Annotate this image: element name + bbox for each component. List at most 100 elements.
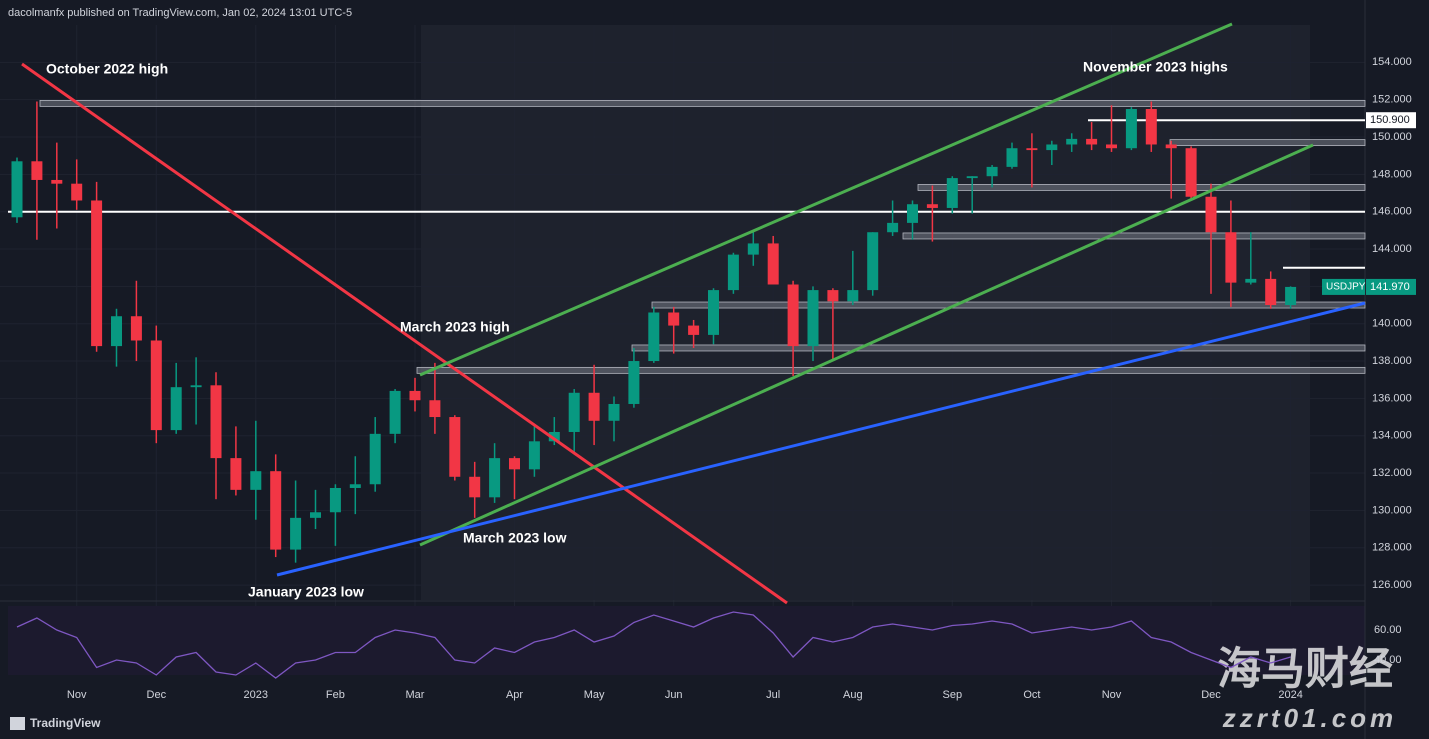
price-tag-label: 141.970 (1370, 281, 1410, 293)
candle-body (190, 385, 202, 388)
x-tick-label: Jul (766, 689, 780, 701)
symbol-tag (1322, 278, 1365, 295)
x-tick-label: Dec (1201, 689, 1221, 701)
candle-body (31, 161, 43, 180)
candle-body (449, 417, 461, 477)
candle-body (230, 458, 242, 490)
y-tick-label: 146.000 (1372, 206, 1412, 218)
candle-body (1165, 144, 1177, 149)
brand-logo (10, 717, 25, 730)
level-band (1169, 139, 1366, 147)
x-tick-label: Feb (326, 689, 345, 701)
candles (11, 101, 1297, 563)
candle-body (349, 484, 361, 488)
annotation: November 2023 highs (1083, 59, 1228, 75)
candle-body (867, 232, 879, 291)
y-tick-label: 148.000 (1372, 168, 1412, 180)
candle-body (130, 316, 142, 341)
y-tick-label: 134.000 (1372, 430, 1412, 442)
brand[interactable]: TradingView (30, 716, 101, 730)
candle-body (1145, 109, 1157, 145)
candle-body (1245, 278, 1257, 283)
y-tick-label: 60.00 (1374, 624, 1402, 636)
x-tick-label: Sep (943, 689, 963, 701)
x-tick-label: Aug (843, 689, 863, 701)
candle-body (727, 254, 739, 291)
candle-body (608, 403, 620, 421)
y-tick-label: 136.000 (1372, 392, 1412, 404)
candle-body (369, 433, 381, 485)
support-line (276, 301, 1366, 577)
candle-body (807, 290, 819, 347)
candle-body (11, 161, 23, 218)
candle-body (1285, 286, 1297, 306)
candle-body (509, 458, 520, 470)
candle-body (210, 385, 222, 459)
y-tick-label: 126.000 (1372, 579, 1412, 591)
x-tick-label: 2023 (244, 689, 268, 701)
candle-body (469, 476, 481, 498)
candle-body (946, 178, 958, 208)
candle-body (847, 290, 859, 302)
candle-body (150, 340, 162, 431)
annotation: March 2023 high (400, 319, 510, 335)
price-tag (1366, 278, 1416, 295)
candle-body (787, 284, 799, 347)
y-tick-label: 144.000 (1372, 243, 1412, 255)
annotation: October 2022 high (46, 61, 168, 77)
y-tick-label: 138.000 (1372, 355, 1412, 367)
candle-body (71, 183, 83, 201)
candle-body (767, 243, 779, 285)
price-tag (1366, 112, 1416, 129)
annotation: January 2023 low (248, 584, 364, 600)
candle-body (747, 243, 759, 255)
y-tick-label: 132.000 (1372, 467, 1412, 479)
header: dacolmanfx published on TradingView.com,… (8, 7, 352, 19)
candle-body (628, 361, 640, 404)
candle-body (708, 290, 719, 335)
channel-upper (419, 22, 1233, 377)
candle-body (51, 179, 63, 184)
candle-body (1026, 148, 1038, 151)
candle-body (827, 290, 839, 302)
candle-body (290, 517, 302, 550)
rsi-line (16, 611, 1291, 679)
x-tick-label: Mar (406, 689, 425, 701)
candle-body (568, 392, 580, 432)
x-tick-label: Oct (1023, 689, 1040, 701)
candle-body (1205, 196, 1217, 233)
y-tick-label: 150.000 (1372, 131, 1412, 143)
candle-body (668, 312, 680, 326)
annotation: March 2023 low (463, 530, 567, 546)
symbol-name: USDJPY (1326, 282, 1366, 293)
candle-body (1265, 278, 1277, 306)
x-tick-label: Dec (147, 689, 167, 701)
level-band (39, 100, 1366, 107)
candle-body (887, 222, 899, 233)
candle-body (588, 392, 600, 421)
y-tick-label: 154.000 (1372, 56, 1412, 68)
candle-body (1006, 148, 1018, 167)
candle-body (688, 325, 700, 335)
candle-body (528, 441, 540, 470)
candle-body (91, 200, 103, 347)
rsi-panel (8, 606, 1365, 675)
y-tick-label: 130.000 (1372, 504, 1412, 516)
candle-body (1185, 148, 1197, 197)
level-band (902, 232, 1366, 240)
candle-body (111, 316, 122, 347)
candle-body (986, 166, 998, 177)
candle-body (1046, 144, 1058, 151)
price-tag-label: 150.900 (1370, 114, 1410, 126)
level-band (917, 184, 1366, 191)
candle-body (270, 471, 282, 550)
x-tick-label: Nov (67, 689, 87, 701)
candle-body (548, 431, 560, 442)
candle-body (250, 471, 262, 490)
candle-body (1086, 138, 1098, 145)
x-tick-label: Nov (1102, 689, 1122, 701)
y-tick-label: 152.000 (1372, 94, 1412, 106)
candle-body (409, 390, 421, 401)
candle-body (170, 387, 182, 431)
